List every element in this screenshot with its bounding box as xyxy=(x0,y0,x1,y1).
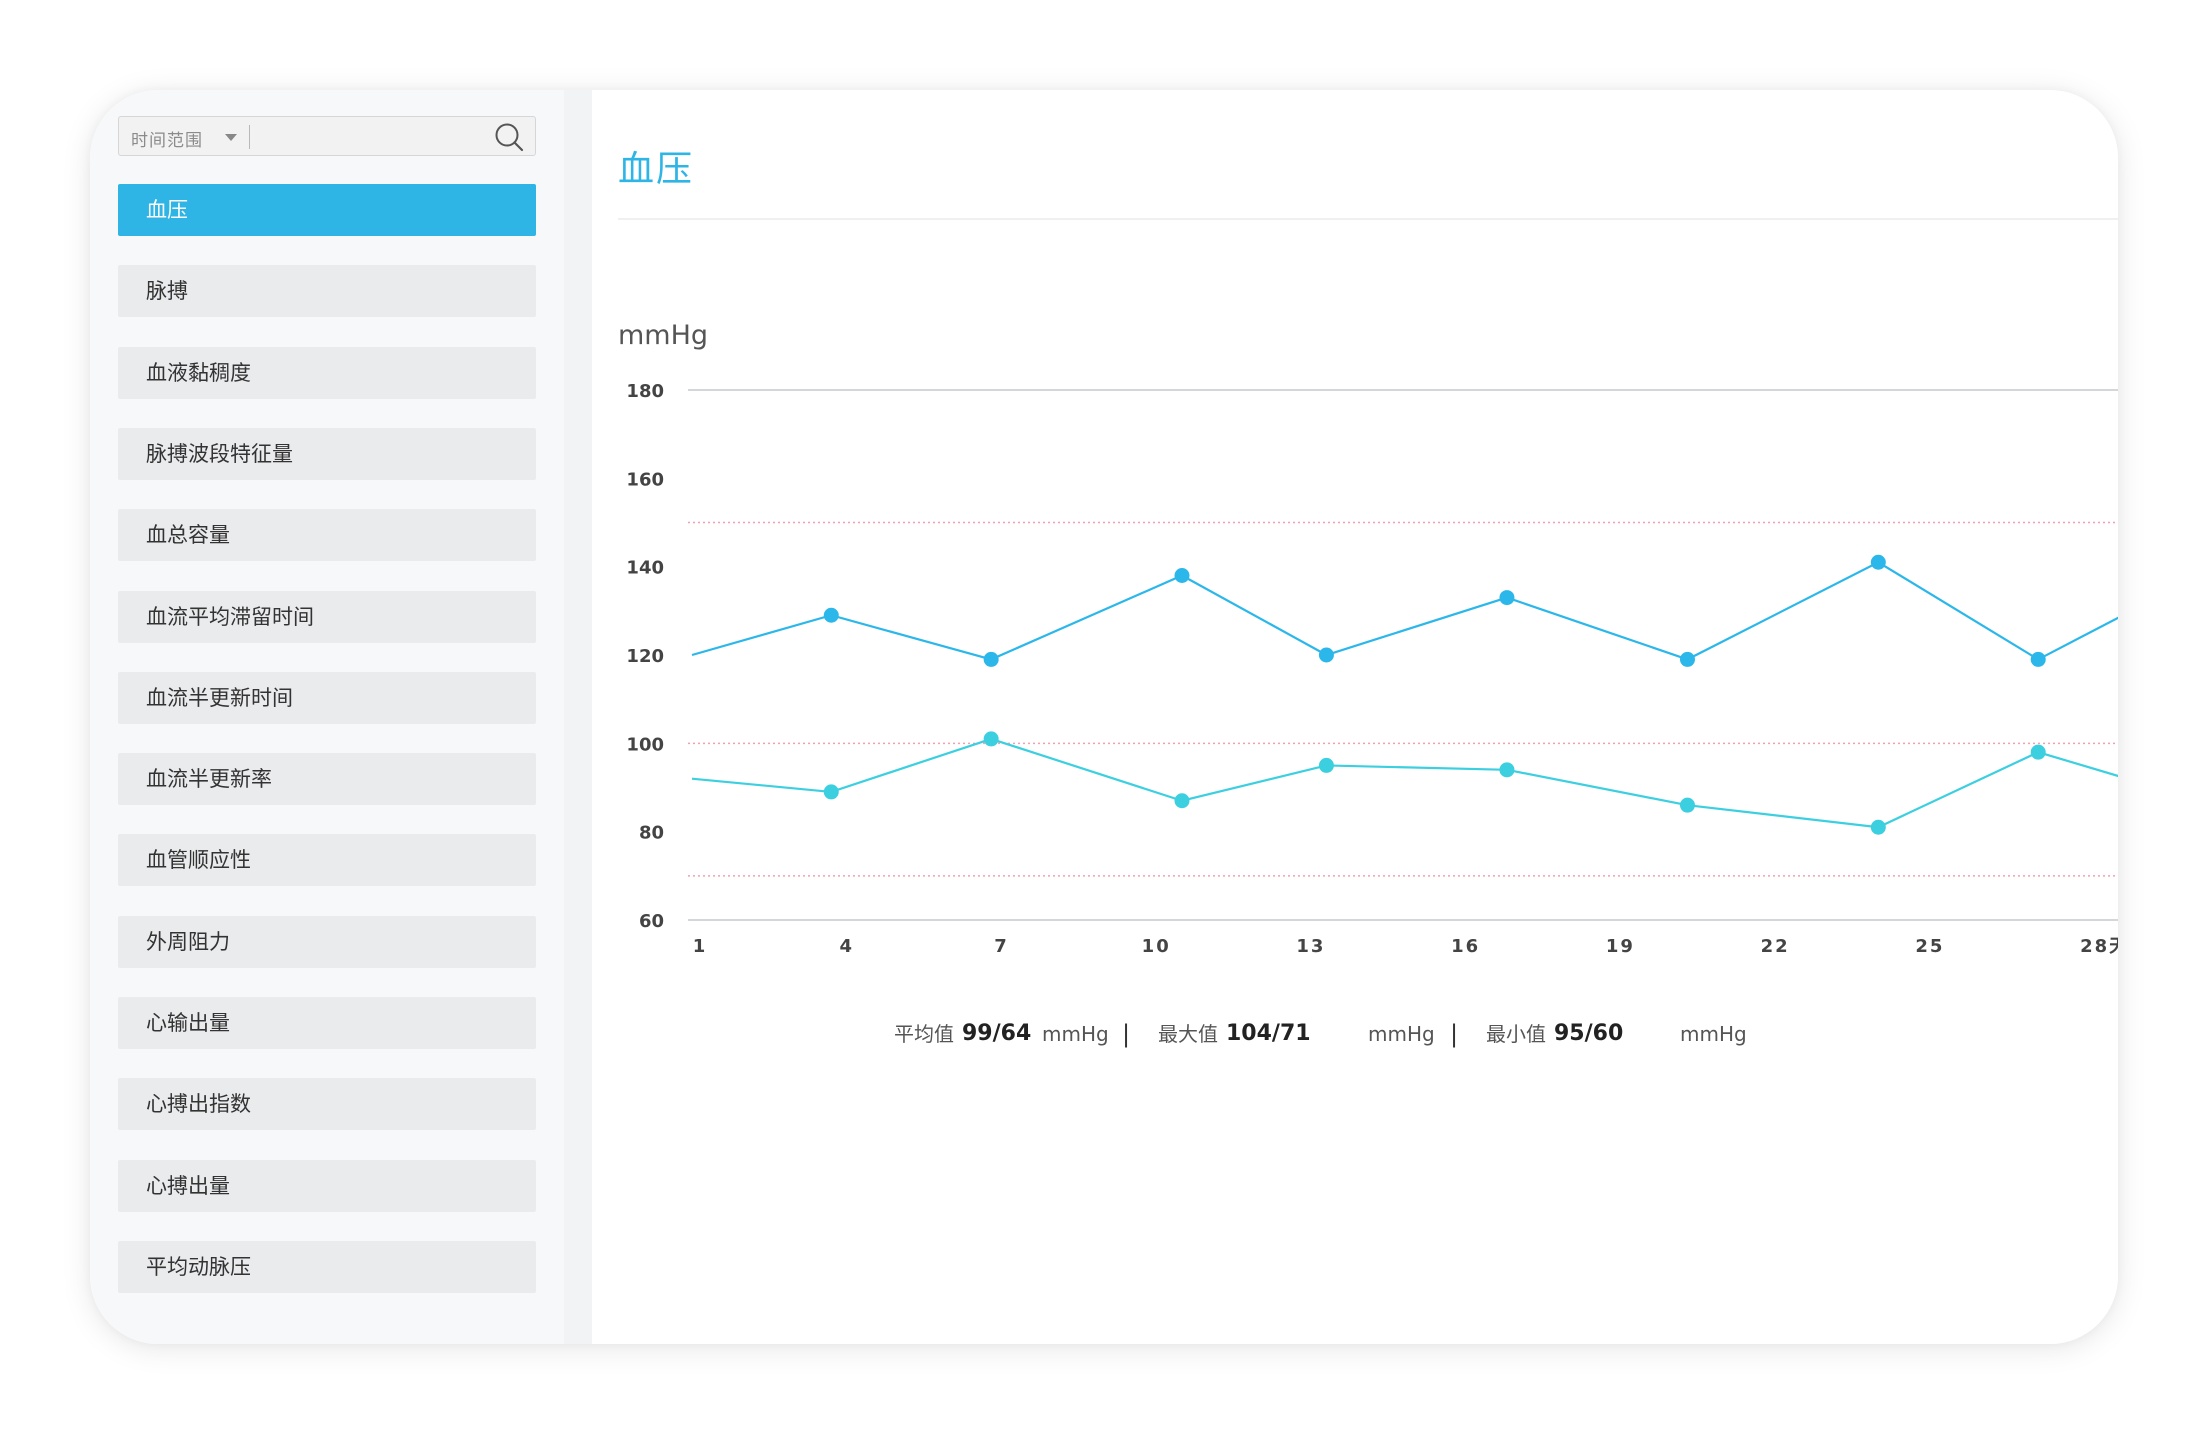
summary-separator: | xyxy=(1450,1020,1459,1048)
sidebar-item[interactable]: 脉搏波段特征量 xyxy=(118,427,536,480)
bp-summary: 平均值 99/64 mmHg | 最大值 104/71 mmHg | 最小值 9… xyxy=(592,1014,2092,1054)
series-point xyxy=(1679,797,1695,813)
avg-label: 平均值 xyxy=(894,1022,954,1046)
sidebar-item[interactable]: 血总容量 xyxy=(118,509,536,562)
x-tick-label: 10 xyxy=(1142,936,1171,957)
x-tick-label: 19 xyxy=(1606,936,1635,957)
summary-separator: | xyxy=(1122,1020,1131,1048)
max-value: 104/71 xyxy=(1226,1021,1311,1046)
series-point xyxy=(1499,590,1515,606)
y-tick-label: 120 xyxy=(626,646,664,667)
search-input[interactable] xyxy=(255,121,487,153)
series-point xyxy=(2030,651,2046,667)
y-axis-label: mmHg xyxy=(618,320,708,351)
y-tick-label: 160 xyxy=(626,469,664,490)
y-tick-label: 140 xyxy=(626,558,664,579)
page-title: 血压 xyxy=(618,149,695,190)
search-icon[interactable] xyxy=(493,121,525,153)
series-point xyxy=(1679,651,1695,667)
x-tick-label: 16 xyxy=(1451,936,1480,957)
series-point xyxy=(1870,819,1886,835)
y-tick-label: 80 xyxy=(639,823,664,844)
app-window: 时间范围 血压脉搏血液黏稠度脉搏波段特征量 血总容量血流平均滞留时间 血流半更新时间… xyxy=(90,90,2118,1344)
sidebar-item[interactable]: 外周阻力 xyxy=(118,915,536,968)
x-tick-label: 28天 xyxy=(2080,936,2118,957)
series-point xyxy=(1318,757,1334,773)
panel-divider xyxy=(564,90,592,1344)
series-point xyxy=(983,651,999,667)
y-tick-label: 60 xyxy=(639,911,664,932)
caret-down-icon[interactable] xyxy=(225,134,237,141)
sidebar-item[interactable]: 血流半更新时间 xyxy=(118,671,536,724)
series-point xyxy=(1174,793,1190,809)
title-divider xyxy=(618,218,2118,220)
series-point xyxy=(1174,568,1190,583)
blood-pressure-chart: mmHg 180 160 140 120 100 80 60 1 4 7 10 13 16 19 22 25 28… xyxy=(618,320,2118,957)
series-point xyxy=(983,731,999,747)
series-point xyxy=(2030,744,2046,760)
avg-unit: mmHg xyxy=(1042,1022,1109,1046)
series-point xyxy=(1870,554,1886,570)
x-tick-label: 1 xyxy=(693,936,708,957)
series-line xyxy=(691,560,2118,661)
series-point xyxy=(823,784,839,800)
sidebar-item[interactable]: 血液黏稠度 xyxy=(118,346,536,399)
x-tick-label: 22 xyxy=(1761,936,1790,957)
x-tick-label: 25 xyxy=(1915,936,1944,957)
max-unit: mmHg xyxy=(1368,1022,1435,1046)
series-line xyxy=(691,737,2118,829)
sidebar-item[interactable]: 脉搏 xyxy=(118,265,536,318)
sidebar: 时间范围 血压脉搏血液黏稠度脉搏波段特征量 血总容量血流平均滞留时间 血流半更新时间… xyxy=(90,90,564,1344)
main-panel: 血压 mmHg 180 160 140 120 100 80 60 1 4 7 10 13 16 19 22 2… xyxy=(592,90,2118,1344)
min-label: 最小值 xyxy=(1486,1022,1546,1046)
x-tick-label: 4 xyxy=(839,936,854,957)
time-range-dropdown[interactable]: 时间范围 xyxy=(131,131,203,151)
y-tick-label: 180 xyxy=(626,381,664,402)
sidebar-item[interactable]: 血管顺应性 xyxy=(118,834,536,887)
y-tick-label: 100 xyxy=(626,734,664,755)
x-tick-label: 13 xyxy=(1296,936,1325,957)
sidebar-item[interactable]: 血流半更新率 xyxy=(118,753,536,806)
x-tick-label: 7 xyxy=(994,936,1009,957)
sidebar-item[interactable]: 心搏出量 xyxy=(118,1159,536,1212)
sidebar-item[interactable]: 心输出量 xyxy=(118,997,536,1049)
min-unit: mmHg xyxy=(1680,1022,1747,1046)
search-separator xyxy=(249,125,250,149)
series-point xyxy=(1499,762,1515,778)
series-point xyxy=(1318,647,1334,663)
sidebar-item[interactable]: 心搏出指数 xyxy=(118,1078,536,1131)
sidebar-item[interactable]: 平均动脉压 xyxy=(118,1240,536,1293)
avg-value: 99/64 xyxy=(962,1021,1032,1046)
max-label: 最大值 xyxy=(1158,1022,1218,1046)
min-value: 95/60 xyxy=(1554,1021,1624,1046)
series-point xyxy=(823,607,839,623)
search-bar: 时间范围 xyxy=(118,116,536,156)
sidebar-item[interactable]: 血流平均滞留时间 xyxy=(118,590,536,643)
sidebar-item[interactable]: 血压 xyxy=(118,184,536,236)
